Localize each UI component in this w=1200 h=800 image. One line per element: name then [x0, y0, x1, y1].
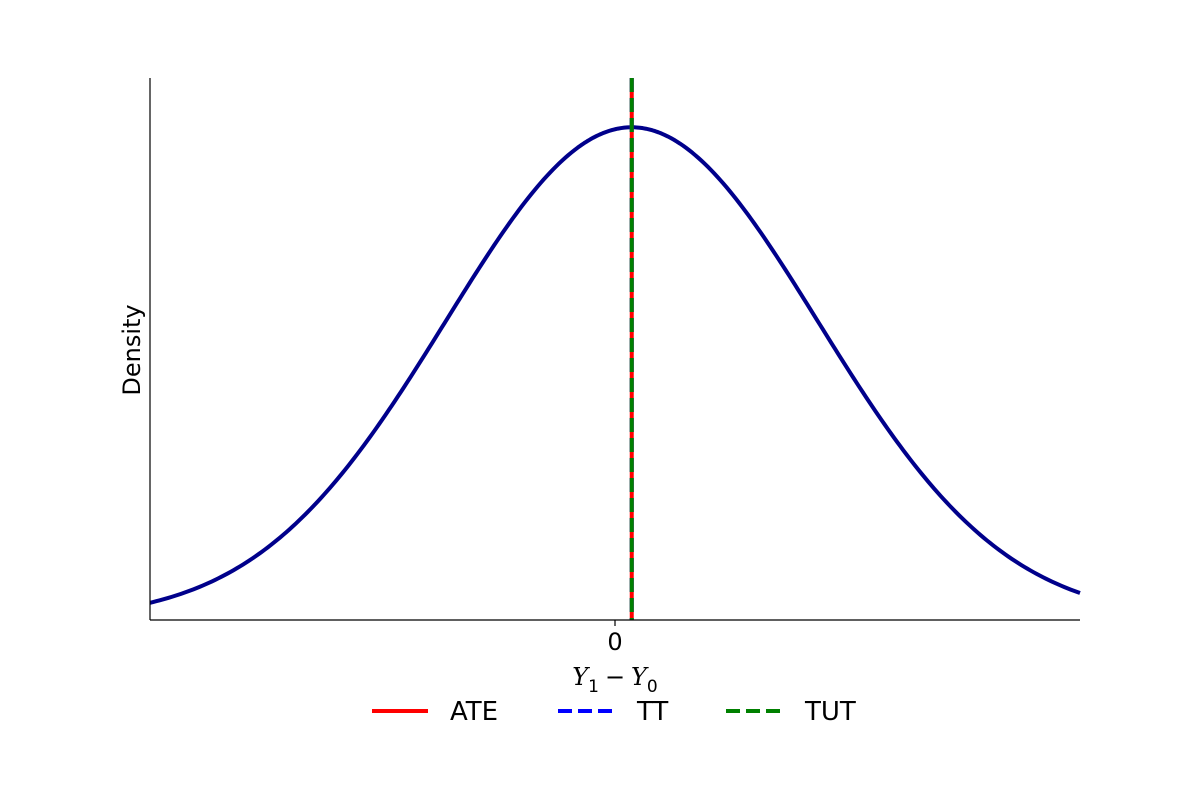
x-tick-label: 0	[607, 628, 622, 656]
y-axis-label: Density	[118, 304, 146, 395]
x-label-sub1: 1	[588, 677, 599, 697]
legend-entry-tut: TUT	[726, 697, 856, 727]
x-label-sub0: 0	[647, 677, 658, 697]
legend-label-tt: TT	[636, 697, 668, 727]
x-axis-label: Y1− Y0	[572, 663, 657, 697]
legend: ATE TT TUT	[372, 697, 856, 727]
density-curve	[149, 125, 1081, 605]
legend-entry-ate: ATE	[372, 697, 498, 727]
legend-label-tut: TUT	[804, 697, 856, 727]
legend-entry-tt: TT	[558, 697, 668, 727]
x-label-y0: Y	[631, 663, 649, 691]
x-label-y1: Y	[572, 663, 590, 691]
legend-label-ate: ATE	[450, 697, 498, 727]
x-ticks: 0	[607, 620, 623, 656]
plot-area	[149, 78, 1081, 620]
x-label-minus: −	[605, 663, 625, 691]
